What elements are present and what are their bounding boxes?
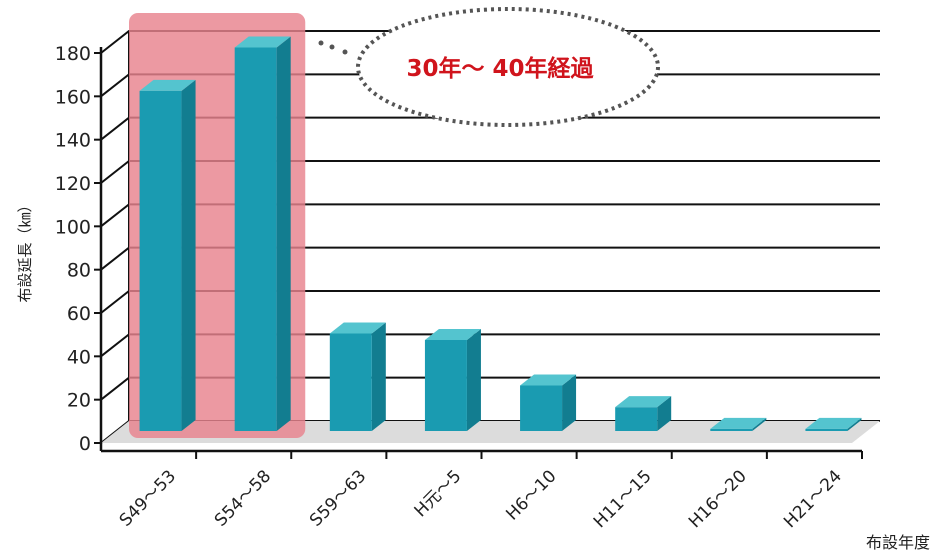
bar-top <box>424 329 481 340</box>
bar <box>424 329 481 431</box>
bar-side <box>371 322 386 431</box>
bar-front <box>615 407 658 431</box>
bar-side <box>466 329 481 431</box>
bar-side <box>657 396 672 431</box>
bar <box>329 322 386 431</box>
bar-side <box>562 374 577 431</box>
callout-tail-dot <box>318 40 324 46</box>
bar-front <box>139 90 182 431</box>
y-tick-label: 80 <box>67 260 91 282</box>
bar-front <box>234 47 277 431</box>
y-axis-label: 布設延長（㎞） <box>16 197 34 302</box>
y-tick-label: 0 <box>79 433 91 455</box>
bar-front <box>520 385 563 431</box>
bar-top <box>710 417 767 429</box>
y-tick-label: 140 <box>55 130 91 152</box>
bar-front <box>329 333 372 431</box>
x-tick-label: H元～5 <box>411 466 466 521</box>
bar-side <box>847 417 862 431</box>
y-tick-label: 100 <box>55 216 91 238</box>
bar <box>615 396 672 431</box>
x-tick-label: S49～53 <box>116 466 180 530</box>
y-tick-label: 120 <box>55 173 91 195</box>
y-tick-label: 40 <box>67 346 91 368</box>
y-tick-label: 20 <box>67 390 91 412</box>
x-tick-label: H16～20 <box>685 466 751 532</box>
x-tick-labels: S49～53 S54～58 S59～63 H元～5 H6～10 H11～15 H16～20 H… <box>116 466 846 532</box>
bar-top <box>805 417 862 429</box>
callout-tail-dot <box>342 49 348 55</box>
y-tick-label: 60 <box>67 303 91 325</box>
callout-bubble <box>356 7 660 127</box>
bar <box>139 79 196 431</box>
bar-top <box>329 322 386 334</box>
bar-top <box>615 396 672 408</box>
bar-top <box>234 36 291 48</box>
bar-top <box>520 374 577 386</box>
bars <box>139 36 862 431</box>
y-tick-labels: 0 20 40 60 80 100 120 140 160 180 <box>55 43 91 455</box>
bar-side <box>276 36 291 431</box>
bar-side <box>752 417 767 431</box>
x-tick-label: S54～58 <box>211 466 275 530</box>
callout: 30年～ 40年経過 <box>318 7 660 127</box>
bar-side <box>181 79 196 431</box>
x-tick-label: H11～15 <box>590 466 656 532</box>
bar <box>805 417 862 431</box>
x-axis-label: 布設年度 <box>866 533 930 552</box>
bar-front <box>424 340 467 431</box>
callout-text: 30年～ 40年経過 <box>406 55 594 82</box>
bar <box>234 36 291 431</box>
axes <box>94 47 863 459</box>
callout-tail-dot <box>329 44 335 50</box>
x-tick-label: H6～10 <box>502 466 560 524</box>
bar-top <box>139 79 196 91</box>
bar <box>520 374 577 431</box>
bar-front <box>710 428 753 431</box>
y-tick-label: 160 <box>55 86 91 108</box>
x-tick-label: H21～24 <box>780 466 846 532</box>
y-tick-label: 180 <box>55 43 91 65</box>
bar <box>710 417 767 431</box>
bar-front <box>805 428 848 431</box>
x-tick-label: S59～63 <box>306 466 370 530</box>
